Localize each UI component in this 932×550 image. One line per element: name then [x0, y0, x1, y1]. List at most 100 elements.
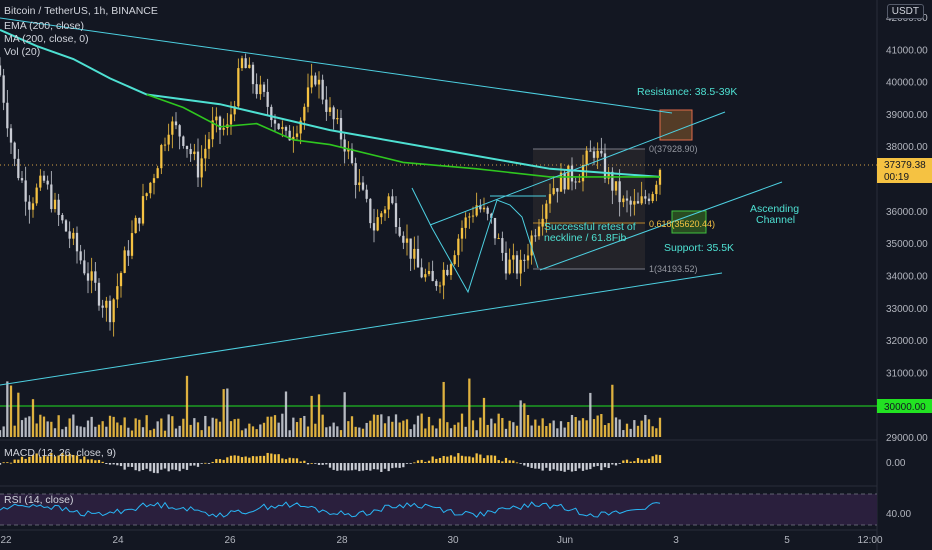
- macd-bar: [350, 463, 354, 471]
- volume-bar: [534, 419, 537, 437]
- ma-200-line[interactable]: [146, 93, 660, 178]
- channel-annotation[interactable]: Ascending Channel: [750, 203, 802, 226]
- support-annotation[interactable]: Support: 35.5K: [664, 242, 734, 254]
- volume-bar: [284, 391, 288, 437]
- candle-body: [68, 231, 71, 239]
- volume-bar: [515, 425, 519, 437]
- candle-body: [222, 128, 225, 130]
- macd-bar: [145, 463, 148, 469]
- macd-bar: [266, 452, 269, 463]
- macd-bar: [468, 456, 471, 463]
- volume-bar: [394, 414, 398, 437]
- volume-bar: [658, 417, 662, 437]
- volume-bar: [537, 425, 541, 437]
- volume-bar: [39, 414, 42, 437]
- macd-bar: [501, 461, 504, 463]
- candle-body: [526, 255, 530, 261]
- resistance-annotation[interactable]: Resistance: 38.5-39K: [637, 86, 737, 98]
- macd-bar: [607, 463, 610, 469]
- volume-bar: [101, 421, 104, 437]
- macd-bar: [119, 463, 123, 467]
- candle-body: [171, 121, 174, 135]
- time-tick-label: 12:00: [857, 535, 882, 546]
- rsi-axis-tick: 40.00: [886, 509, 911, 520]
- time-axis[interactable]: 22 24 26 28 30 Jun 3 5 12:00: [0, 535, 883, 546]
- volume-bar: [416, 415, 420, 437]
- volume-bar: [530, 425, 533, 437]
- price-tick-label: 34000.00: [886, 271, 928, 282]
- macd-bar: [391, 463, 394, 469]
- volume-bar: [2, 426, 5, 437]
- macd-axis-tick: 0.00: [886, 458, 906, 469]
- long-term-support-trendline[interactable]: [0, 272, 723, 386]
- volume-bar: [336, 426, 339, 437]
- candle-body: [75, 232, 79, 252]
- time-tick-label: 24: [112, 535, 124, 546]
- macd-bar: [281, 458, 284, 463]
- macd-bar: [541, 463, 544, 471]
- candle-body: [501, 238, 504, 253]
- macd-bar: [303, 460, 306, 463]
- macd-bar: [556, 463, 559, 471]
- channel-lower-trendline[interactable]: [539, 181, 783, 271]
- volume-bar: [178, 425, 181, 437]
- volume-bar: [149, 430, 152, 437]
- macd-bar: [497, 460, 500, 463]
- volume-bar: [358, 427, 361, 437]
- macd-bar: [90, 459, 93, 463]
- descending-resistance-trendline[interactable]: [0, 17, 673, 114]
- candle-body: [185, 145, 189, 150]
- macd-bar: [42, 455, 46, 463]
- volume-bar: [607, 423, 610, 437]
- candle-body: [479, 205, 482, 210]
- symbol-title[interactable]: Bitcoin / TetherUS, 1h, BINANCE: [4, 5, 158, 17]
- candle-body: [435, 281, 438, 287]
- macd-bar: [603, 463, 607, 468]
- candle-body: [39, 175, 42, 188]
- head-shoulders-pattern[interactable]: [411, 187, 539, 294]
- candle-body: [229, 114, 233, 125]
- price-tick-label: 31000.00: [886, 368, 928, 379]
- volume-bar: [589, 392, 592, 437]
- macd-bar: [314, 463, 317, 464]
- macd-bar: [339, 463, 343, 471]
- candle-body: [405, 238, 409, 243]
- volume-bar: [424, 428, 427, 437]
- candle-countdown: 00:19: [884, 172, 909, 183]
- candle-body: [343, 139, 346, 152]
- ema-200-line[interactable]: [0, 28, 661, 178]
- macd-legend[interactable]: MACD (12, 26, close, 9): [4, 447, 116, 459]
- candle-body: [413, 248, 416, 259]
- candle-body: [442, 269, 445, 286]
- currency-unit-badge[interactable]: USDT: [886, 4, 924, 19]
- candle-body: [292, 136, 295, 141]
- rsi-line[interactable]: [0, 501, 661, 518]
- ema-legend[interactable]: EMA (200, close): [4, 20, 84, 32]
- retest-annotation[interactable]: Successful retest of neckline / 61.8Fib: [544, 221, 639, 244]
- macd-bar: [493, 455, 497, 463]
- volume-bar: [295, 422, 299, 437]
- candle-body: [149, 182, 152, 194]
- volume-bar: [244, 428, 247, 437]
- volume-bar: [130, 430, 134, 437]
- volume-bar: [526, 414, 530, 437]
- volume-bar: [519, 400, 522, 437]
- volume-bar: [508, 420, 511, 437]
- macd-bar: [552, 463, 555, 470]
- channel-upper-trendline[interactable]: [429, 111, 726, 226]
- volume-bar: [112, 416, 115, 437]
- ma-legend[interactable]: MA (200, close, 0): [4, 33, 89, 45]
- volume-bar: [625, 423, 629, 437]
- candle-body: [427, 270, 431, 275]
- volume-bar: [75, 425, 79, 437]
- volume-bar: [449, 428, 453, 437]
- candle-body: [618, 181, 621, 203]
- candle-body: [556, 188, 559, 192]
- volume-bar: [127, 427, 130, 437]
- volume-bar: [116, 422, 119, 437]
- macd-bar: [596, 463, 599, 467]
- rsi-legend[interactable]: RSI (14, close): [4, 494, 73, 506]
- volume-bar: [292, 417, 295, 437]
- vol-legend[interactable]: Vol (20): [4, 46, 40, 58]
